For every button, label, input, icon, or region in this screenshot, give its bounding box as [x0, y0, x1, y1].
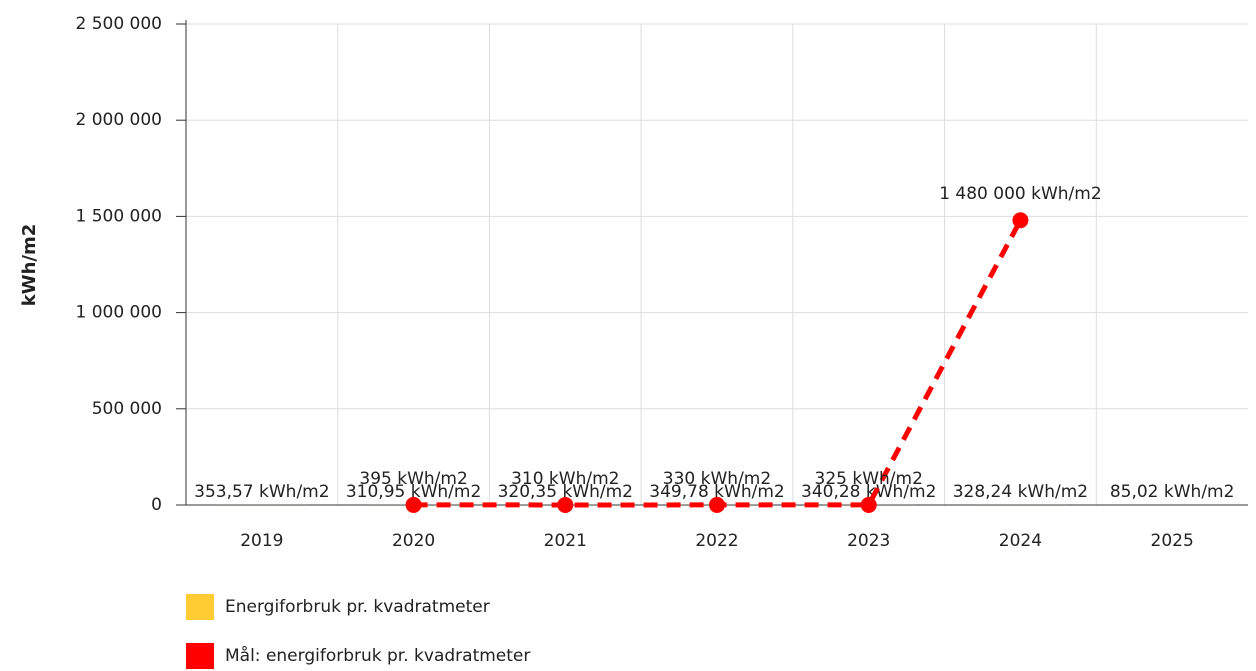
x-tick-label: 2023: [847, 531, 890, 551]
x-tick-label: 2019: [240, 531, 283, 551]
point: [557, 496, 574, 513]
data-label: 1 480 000 kWh/m2: [939, 184, 1101, 204]
legend-swatch: [186, 643, 214, 669]
data-label: 349,78 kWh/m2: [649, 482, 784, 502]
y-tick-label: 500 000: [92, 399, 162, 419]
data-label: 310,95 kWh/m2: [346, 482, 481, 502]
y-tick-label: 1 500 000: [75, 206, 162, 226]
y-tick-label: 2 000 000: [75, 110, 162, 130]
x-tick-label: 2021: [544, 531, 587, 551]
point: [1012, 212, 1029, 229]
data-label: 320,35 kWh/m2: [498, 482, 633, 502]
line: [413, 219, 1023, 508]
data-label: 395 kWh/m2: [359, 469, 467, 489]
legend-label: Energiforbruk pr. kvadratmeter: [225, 597, 490, 617]
x-tick-label: 2025: [1151, 531, 1194, 551]
x-tick-label: 2020: [392, 531, 435, 551]
data-label: 340,28 kWh/m2: [801, 482, 936, 502]
data-label: 353,57 kWh/m2: [194, 482, 329, 502]
x-tick-label: 2022: [695, 531, 738, 551]
data-label: 330 kWh/m2: [663, 469, 771, 489]
y-tick-label: 2 500 000: [75, 14, 162, 34]
point: [405, 496, 422, 513]
data-label: 325 kWh/m2: [815, 469, 923, 489]
data-label: 328,24 kWh/m2: [953, 482, 1088, 502]
y-tick-label: 1 000 000: [75, 303, 162, 323]
point: [709, 496, 725, 513]
y-tick-label: 0: [151, 495, 162, 515]
legend-label: Mål: energiforbruk pr. kvadratmeter: [225, 645, 530, 666]
point: [860, 496, 877, 513]
data-label: 310 kWh/m2: [511, 469, 619, 489]
legend-swatch: [186, 594, 214, 620]
data-label: 85,02 kWh/m2: [1110, 482, 1235, 502]
y-axis-label: kWh/m2: [19, 224, 40, 307]
x-tick-label: 2024: [999, 531, 1042, 551]
